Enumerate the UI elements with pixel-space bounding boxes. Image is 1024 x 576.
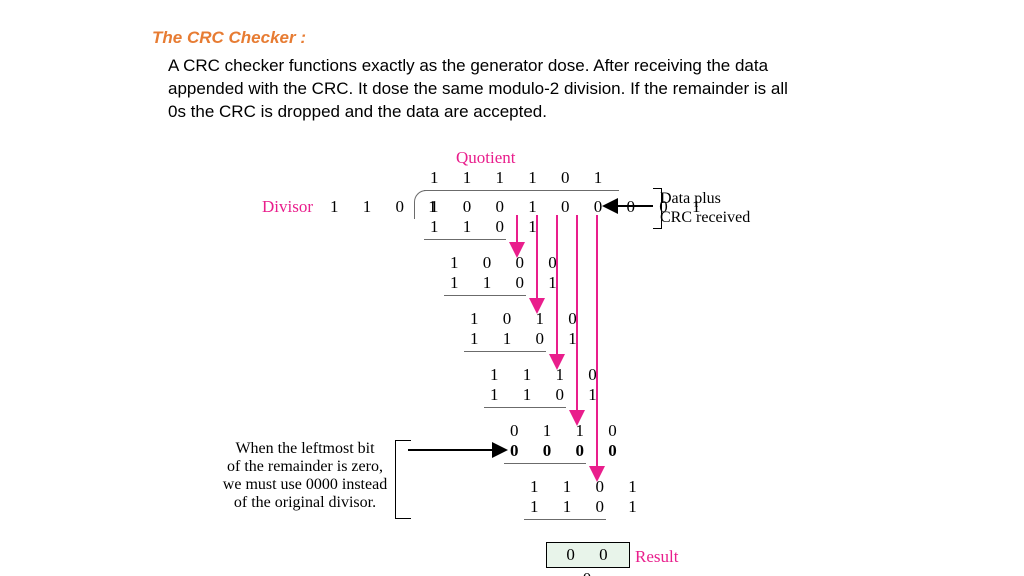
page: The CRC Checker : A CRC checker function… [0, 0, 1024, 576]
callout-left-bracket-top [395, 440, 411, 480]
arrows-layer [0, 0, 1024, 576]
callout-right-bracket [653, 188, 662, 209]
result-box: 0 0 0 [546, 542, 630, 568]
callout-left-bracket-bottom [395, 479, 411, 519]
callout-right-bracket-bottom [653, 208, 662, 229]
